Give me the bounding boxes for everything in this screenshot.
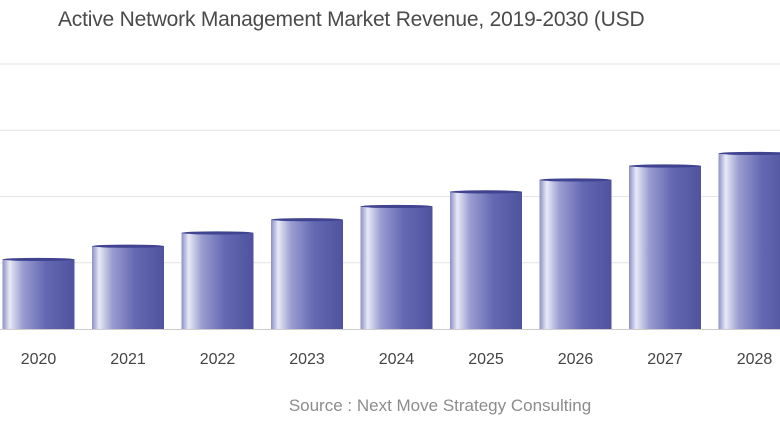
bar: [718, 153, 780, 329]
bar-top: [2, 257, 75, 262]
bar: [360, 206, 433, 329]
bar-top: [539, 178, 612, 182]
bar-2026: [539, 178, 612, 329]
bar-2023: [271, 218, 343, 329]
bar-2021: [92, 244, 164, 329]
x-tick-label: 2027: [647, 351, 683, 368]
bar-2022: [181, 231, 254, 329]
x-tick-label: 2024: [379, 351, 415, 368]
bar-top: [181, 231, 254, 235]
bar-2024: [360, 204, 433, 329]
bar-2025: [450, 190, 522, 329]
bar-top: [450, 190, 522, 194]
bar-2028: [718, 151, 780, 329]
bar: [181, 232, 254, 329]
x-tick-label: 2021: [110, 351, 146, 368]
bar-top: [718, 151, 780, 156]
x-tick-labels: 2020 2021 2022 2023 2024 2025 2026 2027 2028: [21, 351, 773, 368]
bars: [2, 151, 780, 329]
bar-top: [92, 244, 164, 248]
x-tick-label: 2020: [21, 351, 57, 368]
bar: [2, 259, 75, 329]
source-note: Source : Next Move Strategy Consulting: [288, 396, 592, 415]
bar-top: [629, 164, 701, 168]
bar-top: [360, 204, 433, 209]
bar-top: [271, 218, 343, 222]
x-tick-label: 2022: [200, 351, 236, 368]
bar-2027: [629, 164, 701, 329]
chart-title: Active Network Management Market Revenue…: [58, 8, 645, 31]
x-tick-label: 2025: [468, 351, 504, 368]
bar: [539, 179, 612, 329]
bar: [450, 191, 522, 329]
x-tick-label: 2026: [558, 351, 594, 368]
bar: [92, 246, 164, 329]
x-tick-label: 2028: [737, 351, 773, 368]
bar: [629, 166, 701, 329]
bar-2020: [2, 257, 75, 329]
x-tick-label: 2023: [289, 351, 325, 368]
bar: [271, 219, 343, 329]
